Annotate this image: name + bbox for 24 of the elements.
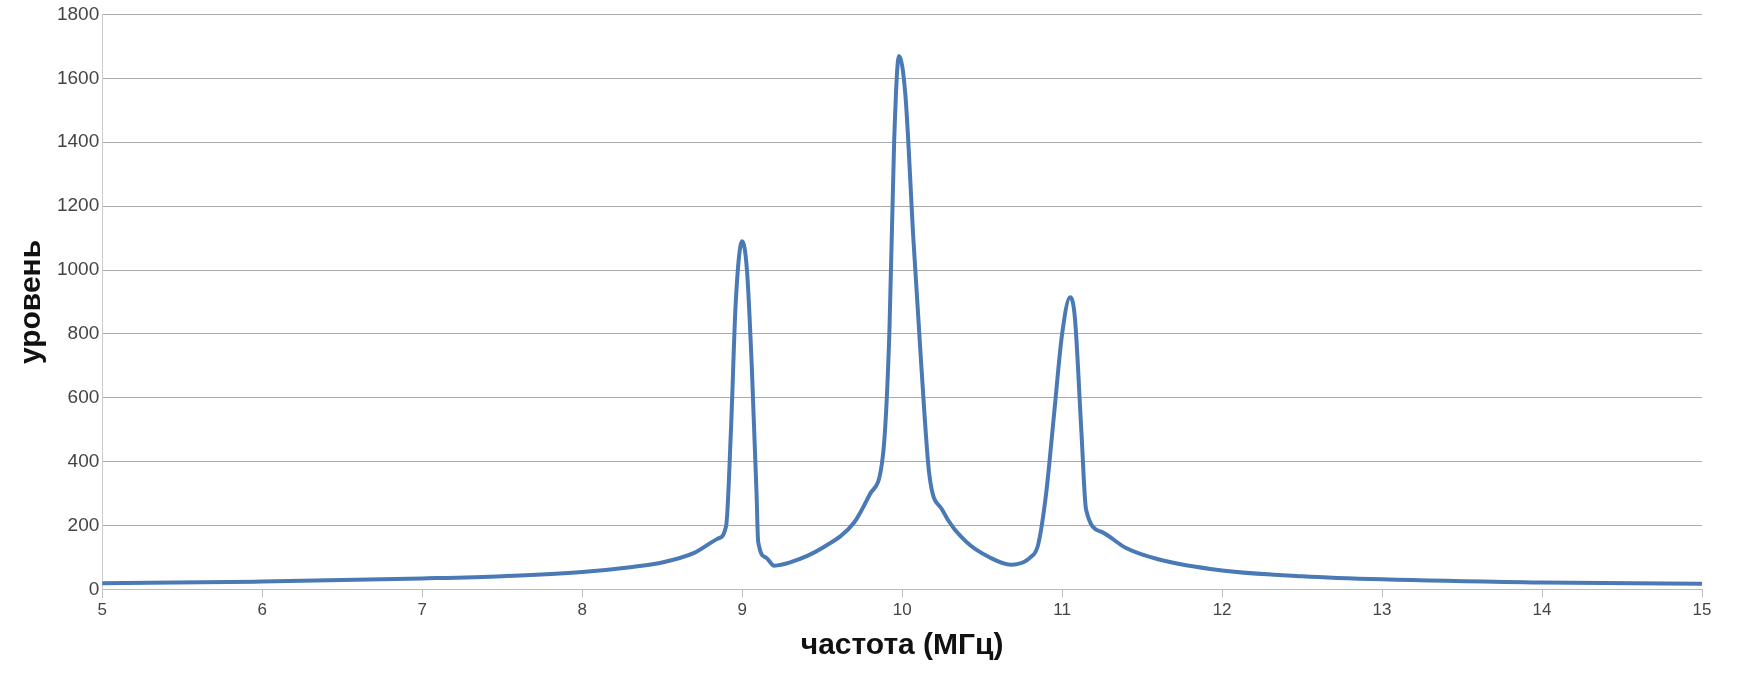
x-tick-label: 6 [257, 600, 267, 620]
y-tick-label: 800 [67, 322, 100, 344]
y-tick-label: 1000 [56, 258, 100, 280]
x-tick-label: 15 [1692, 600, 1712, 620]
y-tick-label: 200 [67, 513, 100, 535]
y-tick-label: 400 [67, 450, 100, 472]
y-tick-label: 0 [88, 577, 100, 599]
line-series [102, 53, 1702, 586]
y-tick-label: 1600 [56, 66, 100, 88]
y-tick-label: 1400 [56, 130, 100, 152]
x-tick-label: 9 [737, 600, 747, 620]
x-tick-label: 14 [1532, 600, 1552, 620]
y-tick-label: 600 [67, 386, 100, 408]
x-tick-label: 10 [892, 600, 912, 620]
x-axis-title: частота (МГц) [800, 627, 1004, 661]
x-tick-label: 8 [577, 600, 587, 620]
x-tick-label: 13 [1372, 600, 1392, 620]
y-tick-label: 1800 [56, 2, 100, 24]
x-tick-label: 11 [1053, 600, 1071, 620]
x-tick-label: 5 [97, 600, 107, 620]
y-axis-title: уровень [13, 239, 47, 365]
x-tick-label: 12 [1212, 600, 1232, 620]
y-tick-label: 1200 [56, 194, 100, 216]
x-tick-label: 7 [417, 600, 427, 620]
